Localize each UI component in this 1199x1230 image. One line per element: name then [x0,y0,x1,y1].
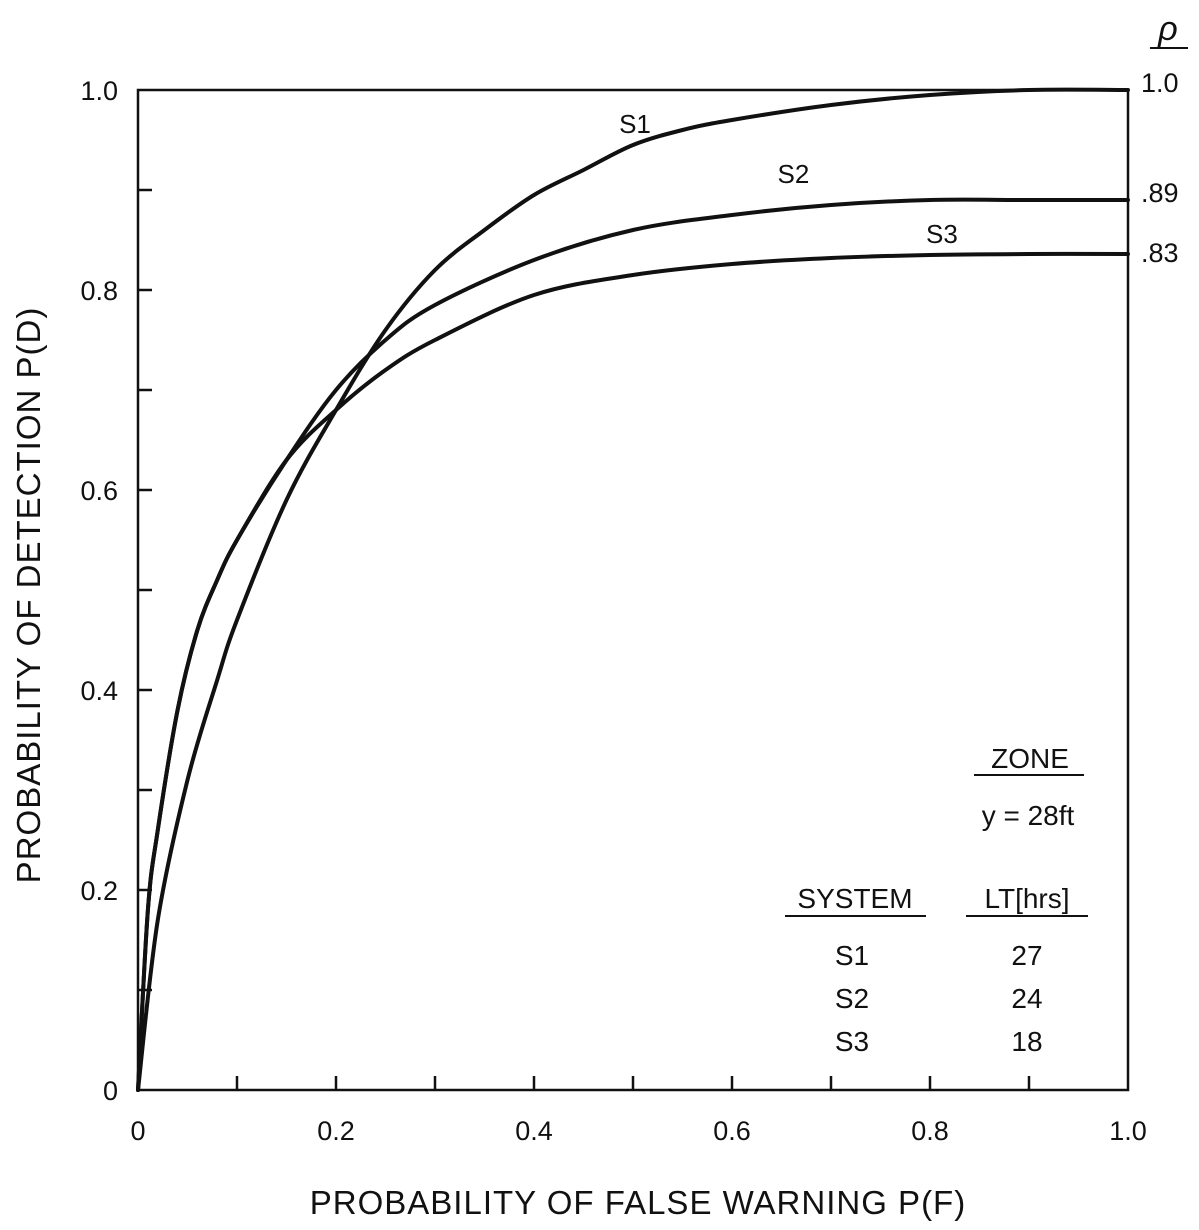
table-row-s1-lt: 27 [1011,940,1042,971]
table-row-s2-system: S2 [835,983,869,1014]
x-tick-label: 0 [130,1116,145,1146]
x-tick-label: 1.0 [1109,1116,1147,1146]
table-header-lt: LT[hrs] [984,883,1069,914]
axes [136,88,1130,1092]
table-header-system: SYSTEM [797,883,912,914]
x-tick-label: 0.6 [713,1116,751,1146]
y-axis-title: PROBABILITY OF DETECTION P(D) [10,307,47,884]
y-tick-label: 0 [103,1076,118,1106]
system-table: SYSTEM LT[hrs] S1 27 S2 24 S3 18 [785,883,1088,1057]
rho-label: .83 [1141,238,1179,268]
curve-labels: S1 S2 S3 [619,109,958,249]
x-tick-label: 0.4 [515,1116,553,1146]
table-row-s3-lt: 18 [1011,1026,1042,1057]
curve-s3 [136,251,1130,1092]
zone-title: ZONE [991,743,1069,774]
plot-frame [136,88,1130,1092]
curve-s1 [136,87,1130,1092]
x-tick-label: 0.8 [911,1116,949,1146]
axis-ticks: 0 0.2 0.4 0.6 0.8 1.0 0 0.2 0.4 0.6 0.8 1.0 [80,76,1146,1146]
curve-label-s1: S1 [619,109,651,139]
y-tick-label: 0.2 [80,876,118,906]
x-tick-label: 0.2 [317,1116,355,1146]
y-tick-label: 0.8 [80,276,118,306]
rho-label: 1.0 [1141,68,1179,98]
y-tick-label: 0.4 [80,676,118,706]
rho-scale: ρ 1.0 .89 .83 [1141,10,1188,268]
table-row-s2-lt: 24 [1011,983,1042,1014]
zone-info: ZONE y = 28ft [974,743,1084,831]
curve-label-s2: S2 [777,159,809,189]
table-row-s3-system: S3 [835,1026,869,1057]
rho-title: ρ [1157,10,1177,48]
y-tick-label: 1.0 [80,76,118,106]
roc-curves [136,87,1130,1092]
y-tick-label: 0.6 [80,476,118,506]
curve-label-s3: S3 [926,219,958,249]
curve-s2 [136,197,1130,1092]
zone-value: y = 28ft [982,800,1075,831]
table-row-s1-system: S1 [835,940,869,971]
rho-label: .89 [1141,178,1179,208]
x-axis-title: PROBABILITY OF FALSE WARNING P(F) [310,1184,966,1221]
